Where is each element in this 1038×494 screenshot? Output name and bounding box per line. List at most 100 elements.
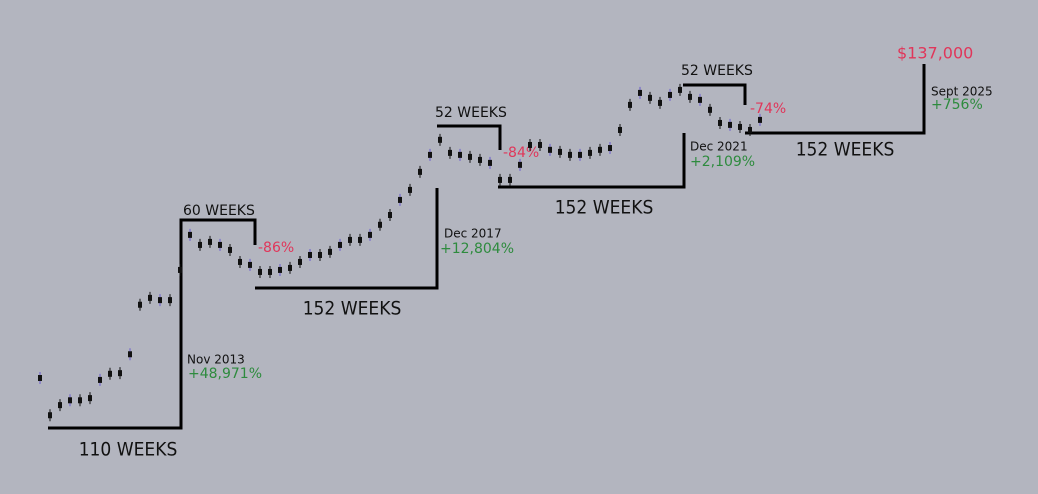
candle	[158, 297, 162, 304]
candle	[478, 156, 482, 163]
candle	[758, 116, 762, 123]
candle	[238, 258, 242, 265]
date-label: Nov 2013	[187, 353, 245, 367]
candle	[118, 370, 122, 377]
candle	[168, 297, 172, 304]
candle	[598, 146, 602, 153]
gain-label: +48,971%	[188, 366, 262, 382]
target-label: $137,000	[897, 44, 973, 63]
candle	[608, 145, 612, 152]
candle	[268, 268, 272, 275]
candle	[388, 211, 392, 218]
date-label: Dec 2017	[444, 227, 502, 241]
candle	[198, 241, 202, 248]
candle	[348, 236, 352, 243]
candle	[378, 221, 382, 228]
candle	[438, 136, 442, 143]
candle	[418, 168, 422, 175]
candle	[218, 241, 222, 248]
candle	[558, 148, 562, 155]
gain-label: +2,109%	[690, 154, 755, 170]
bracket	[437, 124, 502, 150]
candle	[528, 141, 532, 148]
bracket	[255, 188, 439, 290]
candle	[338, 241, 342, 248]
candle	[148, 294, 152, 301]
candle	[588, 149, 592, 156]
candle	[308, 251, 312, 258]
candle	[548, 146, 552, 153]
weeks-label: 152 WEEKS	[303, 298, 402, 320]
bracket	[498, 133, 686, 189]
candle	[508, 176, 512, 183]
gain-label: +756%	[931, 97, 983, 113]
candle	[58, 402, 62, 409]
candle	[498, 176, 502, 183]
candle	[568, 151, 572, 158]
candle	[398, 196, 402, 203]
candle	[298, 258, 302, 265]
candle	[748, 126, 752, 133]
candle	[278, 266, 282, 273]
candle	[468, 153, 472, 160]
candle	[128, 351, 132, 358]
candle	[258, 268, 262, 275]
weeks-label: 52 WEEKS	[681, 63, 753, 79]
candle	[248, 261, 252, 268]
candle	[178, 266, 182, 273]
candle	[48, 412, 52, 419]
candle	[648, 94, 652, 101]
bracket	[48, 218, 257, 430]
candle	[78, 397, 82, 404]
candle	[678, 86, 682, 93]
bracket	[683, 83, 747, 105]
candle	[488, 159, 492, 166]
weeks-label: 152 WEEKS	[796, 139, 895, 161]
candle	[408, 186, 412, 193]
gain-label: +12,804%	[440, 241, 514, 257]
weeks-label: 110 WEEKS	[79, 439, 178, 461]
candle	[728, 121, 732, 128]
bracket	[745, 64, 926, 135]
candle	[738, 123, 742, 130]
drawdown-label: -86%	[258, 240, 294, 256]
candle	[628, 101, 632, 108]
date-label: Sept 2025	[931, 85, 993, 99]
candle	[538, 141, 542, 148]
candle	[578, 151, 582, 158]
weeks-label: 52 WEEKS	[435, 105, 507, 121]
candle	[188, 231, 192, 238]
candle	[318, 251, 322, 258]
date-label: Dec 2021	[690, 140, 748, 154]
candle	[428, 151, 432, 158]
candle	[108, 370, 112, 377]
candle	[358, 236, 362, 243]
candle	[668, 91, 672, 98]
candle	[288, 264, 292, 271]
candle	[708, 106, 712, 113]
candle	[88, 395, 92, 402]
candle	[328, 248, 332, 255]
candle	[38, 375, 42, 382]
candle	[718, 119, 722, 126]
candle	[138, 301, 142, 308]
candle	[368, 231, 372, 238]
candle	[68, 397, 72, 404]
weeks-label: 152 WEEKS	[555, 197, 654, 219]
candle	[658, 99, 662, 106]
candle	[228, 246, 232, 253]
drawdown-label: -84%	[503, 145, 539, 161]
candle	[458, 151, 462, 158]
drawdown-label: -74%	[750, 101, 786, 117]
candle	[518, 161, 522, 168]
candle	[448, 149, 452, 156]
candle	[618, 126, 622, 133]
candle	[698, 96, 702, 103]
weeks-label: 60 WEEKS	[183, 203, 255, 219]
candle	[208, 238, 212, 245]
candle	[98, 376, 102, 383]
candle	[638, 89, 642, 96]
candle	[688, 93, 692, 100]
